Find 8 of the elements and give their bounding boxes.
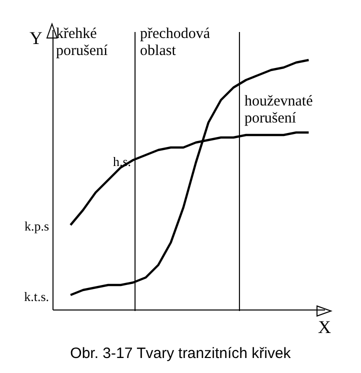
text: Obr. 3-17 Tvary tranzitních křivek: [69, 345, 292, 362]
annotation: houževnaté porušení: [244, 93, 314, 126]
text: přechodová oblast: [140, 26, 210, 59]
text: křehké porušení: [56, 26, 108, 59]
y-axis-title: Y: [30, 28, 42, 48]
text: k.t.s.: [24, 288, 49, 304]
text: k.p.s: [24, 218, 49, 234]
x-axis-title: X: [318, 317, 331, 338]
